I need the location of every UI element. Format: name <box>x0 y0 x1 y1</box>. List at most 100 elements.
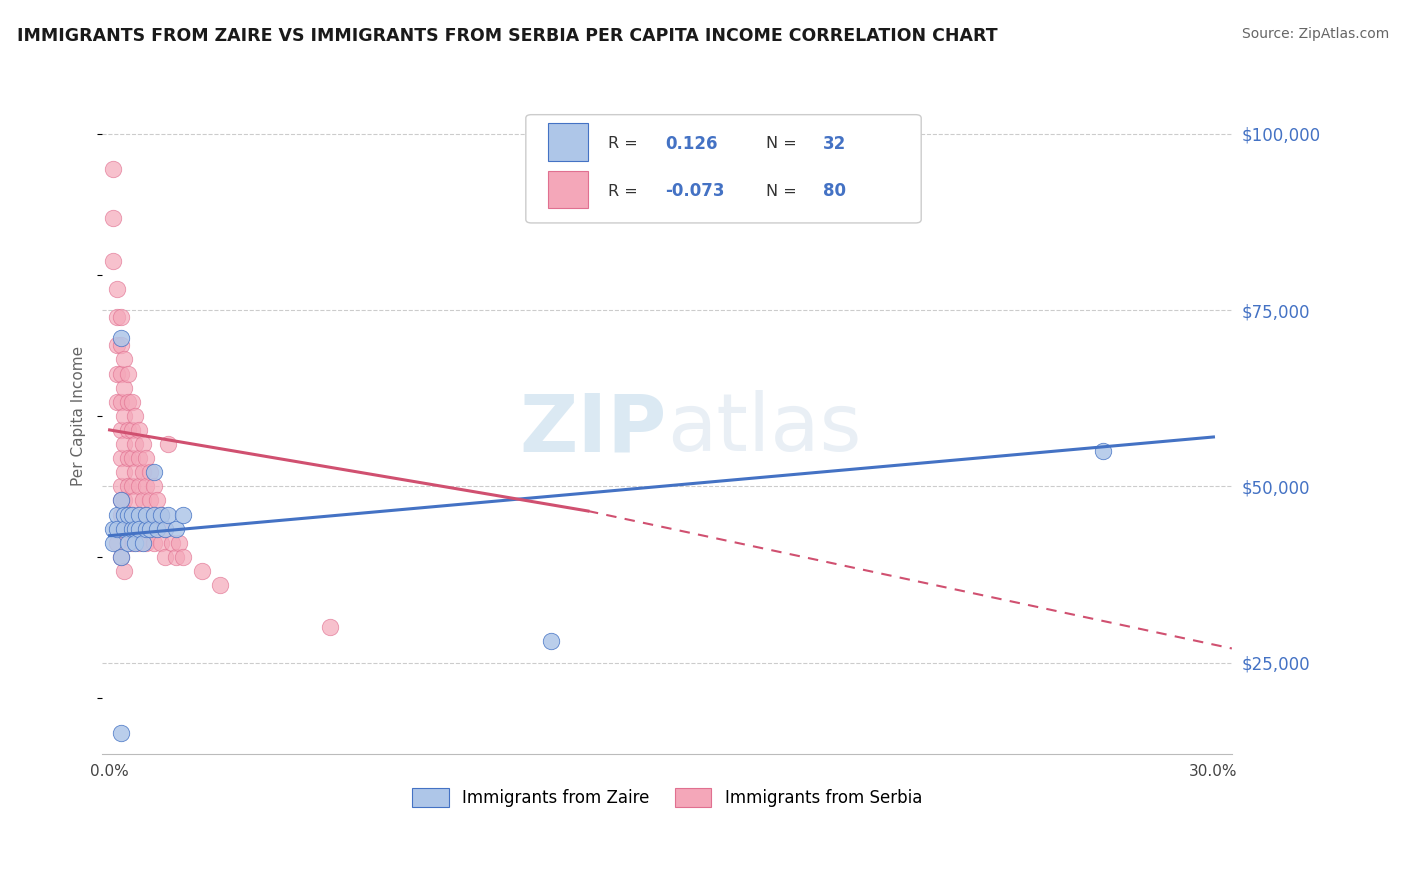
Point <box>128 508 150 522</box>
Point <box>110 549 132 564</box>
Text: Source: ZipAtlas.com: Source: ZipAtlas.com <box>1241 27 1389 41</box>
Point <box>124 493 146 508</box>
Point <box>128 508 150 522</box>
Point <box>172 549 194 564</box>
Point <box>153 522 176 536</box>
Point <box>172 508 194 522</box>
Point <box>540 634 562 648</box>
Point <box>110 394 132 409</box>
Point <box>1092 444 1115 458</box>
Point <box>103 211 125 226</box>
Point <box>117 535 139 549</box>
Point <box>128 479 150 493</box>
Point <box>105 535 128 549</box>
Point <box>146 522 169 536</box>
Point <box>112 352 135 367</box>
Point <box>110 479 132 493</box>
Point <box>319 620 342 634</box>
Point <box>110 451 132 466</box>
Point <box>112 493 135 508</box>
Text: N =: N = <box>766 184 797 199</box>
Point <box>121 479 143 493</box>
Point <box>128 535 150 549</box>
Point <box>105 394 128 409</box>
Point <box>124 465 146 479</box>
Point <box>139 522 162 536</box>
Point <box>121 522 143 536</box>
Point <box>110 423 132 437</box>
Point <box>135 522 157 536</box>
Point <box>128 451 150 466</box>
Point <box>131 437 153 451</box>
Point <box>105 282 128 296</box>
Legend: Immigrants from Zaire, Immigrants from Serbia: Immigrants from Zaire, Immigrants from S… <box>405 781 928 814</box>
Text: atlas: atlas <box>666 391 862 468</box>
Point <box>121 451 143 466</box>
Text: IMMIGRANTS FROM ZAIRE VS IMMIGRANTS FROM SERBIA PER CAPITA INCOME CORRELATION CH: IMMIGRANTS FROM ZAIRE VS IMMIGRANTS FROM… <box>17 27 997 45</box>
Point <box>110 493 132 508</box>
Point <box>121 508 143 522</box>
Point <box>103 535 125 549</box>
Point <box>103 522 125 536</box>
Text: 32: 32 <box>823 135 846 153</box>
Point <box>117 522 139 536</box>
Point <box>124 535 146 549</box>
Point <box>105 310 128 325</box>
Point <box>139 465 162 479</box>
Text: 0.126: 0.126 <box>665 135 717 153</box>
Point <box>117 423 139 437</box>
Point <box>142 535 165 549</box>
Point <box>117 508 139 522</box>
Text: R =: R = <box>609 184 638 199</box>
Point <box>135 535 157 549</box>
Point <box>112 465 135 479</box>
Point <box>150 508 173 522</box>
Point <box>117 394 139 409</box>
Point <box>117 367 139 381</box>
Point <box>124 437 146 451</box>
Point <box>112 508 135 522</box>
Point <box>157 508 180 522</box>
Point <box>121 394 143 409</box>
Point <box>131 465 153 479</box>
Point <box>110 493 132 508</box>
Point <box>110 726 132 740</box>
Text: 80: 80 <box>823 182 846 200</box>
Point <box>135 451 157 466</box>
Point <box>121 535 143 549</box>
Point <box>128 522 150 536</box>
Point <box>150 508 173 522</box>
Point <box>128 423 150 437</box>
Point <box>124 409 146 423</box>
Text: ZIP: ZIP <box>520 391 666 468</box>
Point <box>139 493 162 508</box>
Point <box>124 522 146 536</box>
Point <box>112 522 135 536</box>
FancyBboxPatch shape <box>548 171 588 208</box>
Point <box>135 508 157 522</box>
Point <box>165 522 187 536</box>
Point <box>110 522 132 536</box>
Point <box>110 367 132 381</box>
Point <box>110 338 132 352</box>
Point <box>139 522 162 536</box>
Point <box>105 522 128 536</box>
Point <box>131 493 153 508</box>
Point <box>112 381 135 395</box>
FancyBboxPatch shape <box>526 115 921 223</box>
Point <box>169 535 191 549</box>
Point <box>131 522 153 536</box>
Point <box>121 508 143 522</box>
Text: R =: R = <box>609 136 638 152</box>
Text: N =: N = <box>766 136 797 152</box>
Point <box>112 564 135 578</box>
Point <box>142 479 165 493</box>
Point <box>103 162 125 177</box>
Point <box>103 253 125 268</box>
Point <box>105 367 128 381</box>
Point <box>160 535 183 549</box>
Point <box>146 522 169 536</box>
Point <box>142 465 165 479</box>
Text: -0.073: -0.073 <box>665 182 724 200</box>
Point <box>117 451 139 466</box>
